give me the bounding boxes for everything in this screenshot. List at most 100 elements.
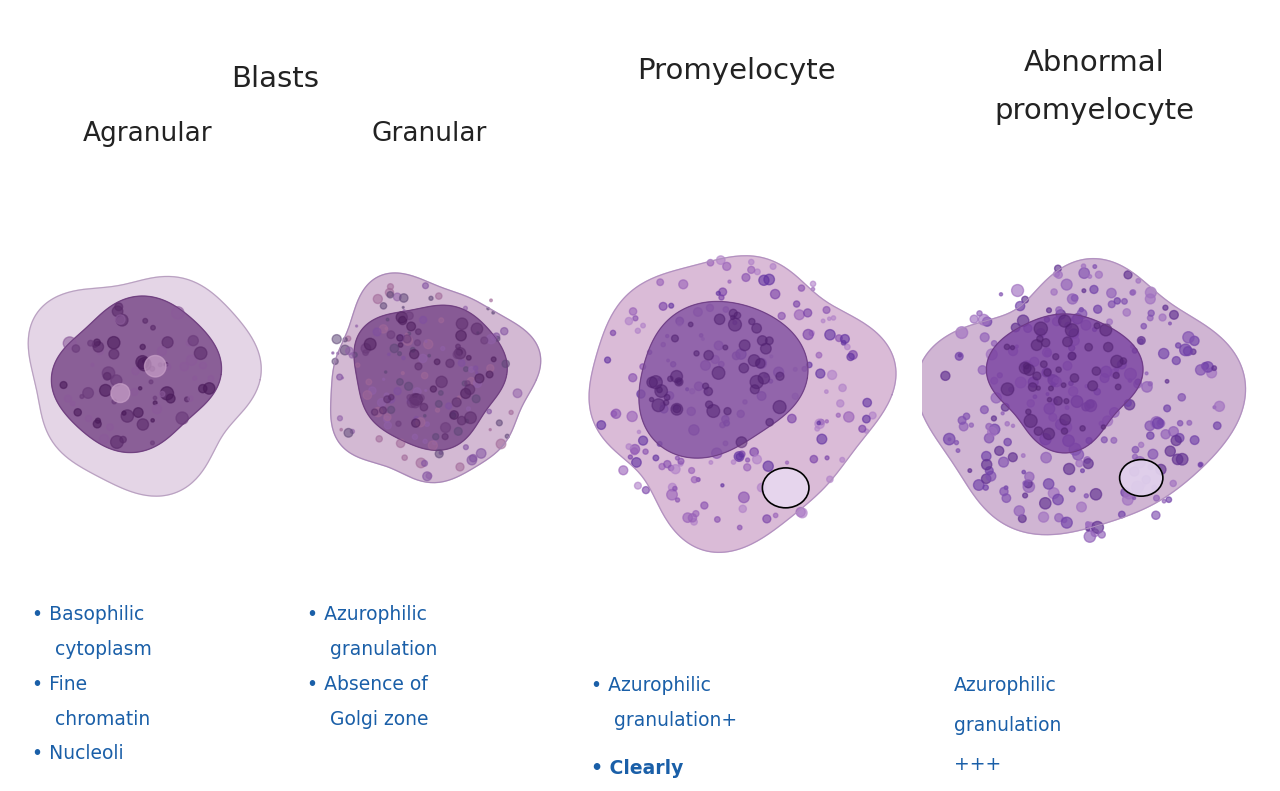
Circle shape <box>445 359 454 368</box>
Circle shape <box>1133 348 1137 353</box>
Circle shape <box>1124 271 1132 278</box>
Text: Blasts: Blasts <box>232 65 319 93</box>
Circle shape <box>792 393 799 399</box>
Circle shape <box>1119 511 1125 518</box>
Circle shape <box>454 427 462 435</box>
Circle shape <box>809 331 814 335</box>
Circle shape <box>1172 454 1183 464</box>
Circle shape <box>759 275 769 286</box>
Circle shape <box>691 476 698 483</box>
Circle shape <box>454 347 466 359</box>
Circle shape <box>1094 388 1101 395</box>
Circle shape <box>1198 462 1203 467</box>
Circle shape <box>684 513 692 522</box>
Circle shape <box>1100 373 1108 383</box>
Circle shape <box>1069 387 1078 396</box>
Circle shape <box>424 414 426 417</box>
Circle shape <box>671 361 676 367</box>
Circle shape <box>1073 314 1083 324</box>
Circle shape <box>630 445 640 454</box>
Circle shape <box>406 333 408 336</box>
Circle shape <box>195 347 207 359</box>
Circle shape <box>690 388 695 394</box>
Circle shape <box>1061 517 1073 528</box>
Circle shape <box>750 384 759 394</box>
Circle shape <box>1125 399 1132 407</box>
Circle shape <box>1190 349 1196 354</box>
Circle shape <box>415 340 420 346</box>
Circle shape <box>827 476 833 483</box>
Circle shape <box>1180 344 1192 356</box>
Circle shape <box>1052 317 1061 326</box>
Circle shape <box>1130 290 1135 295</box>
Circle shape <box>387 318 389 321</box>
Circle shape <box>481 337 488 344</box>
Circle shape <box>806 362 812 368</box>
Text: • Clearly: • Clearly <box>591 759 684 778</box>
Circle shape <box>492 357 497 361</box>
Circle shape <box>1152 418 1164 429</box>
Circle shape <box>695 382 703 391</box>
Circle shape <box>403 336 412 345</box>
Circle shape <box>1005 486 1007 490</box>
Circle shape <box>742 399 748 404</box>
Circle shape <box>1093 265 1097 268</box>
Circle shape <box>1034 322 1047 335</box>
Circle shape <box>406 312 413 320</box>
Circle shape <box>1024 414 1037 427</box>
Circle shape <box>1010 346 1015 350</box>
Text: • Azurophilic: • Azurophilic <box>307 605 428 624</box>
Circle shape <box>1011 285 1024 297</box>
Circle shape <box>992 416 996 421</box>
Circle shape <box>673 405 681 413</box>
Circle shape <box>758 373 769 384</box>
Circle shape <box>1027 399 1034 407</box>
Circle shape <box>831 316 836 320</box>
Circle shape <box>1213 422 1221 430</box>
Polygon shape <box>355 305 507 450</box>
Circle shape <box>941 371 950 380</box>
Circle shape <box>337 353 339 354</box>
Circle shape <box>163 337 173 348</box>
Circle shape <box>737 411 744 418</box>
Circle shape <box>786 461 788 464</box>
Circle shape <box>763 515 771 523</box>
Circle shape <box>384 393 389 398</box>
Circle shape <box>736 437 748 448</box>
Circle shape <box>1212 365 1216 370</box>
Circle shape <box>506 434 509 438</box>
Circle shape <box>433 441 436 445</box>
Circle shape <box>1030 358 1039 366</box>
Circle shape <box>1053 377 1059 383</box>
Circle shape <box>712 355 719 364</box>
Circle shape <box>204 383 215 394</box>
Circle shape <box>748 267 755 274</box>
Circle shape <box>1146 372 1148 375</box>
Circle shape <box>986 423 992 430</box>
Polygon shape <box>28 277 261 496</box>
Circle shape <box>1068 352 1075 360</box>
Circle shape <box>659 302 667 310</box>
Circle shape <box>1059 315 1071 327</box>
Circle shape <box>653 455 659 461</box>
Circle shape <box>142 360 146 363</box>
Circle shape <box>111 375 122 386</box>
Circle shape <box>701 502 708 509</box>
Circle shape <box>435 293 442 299</box>
Circle shape <box>154 401 157 405</box>
Circle shape <box>397 439 404 448</box>
Circle shape <box>1064 361 1071 370</box>
Circle shape <box>998 457 1009 467</box>
Circle shape <box>1053 396 1062 405</box>
Circle shape <box>1055 513 1062 522</box>
Circle shape <box>823 307 829 313</box>
Circle shape <box>760 343 771 354</box>
Circle shape <box>1073 449 1084 460</box>
Circle shape <box>794 301 800 307</box>
Circle shape <box>472 395 480 403</box>
Circle shape <box>172 307 184 319</box>
Circle shape <box>1033 395 1037 399</box>
Circle shape <box>847 354 854 361</box>
Circle shape <box>668 483 676 491</box>
Circle shape <box>1070 374 1079 382</box>
